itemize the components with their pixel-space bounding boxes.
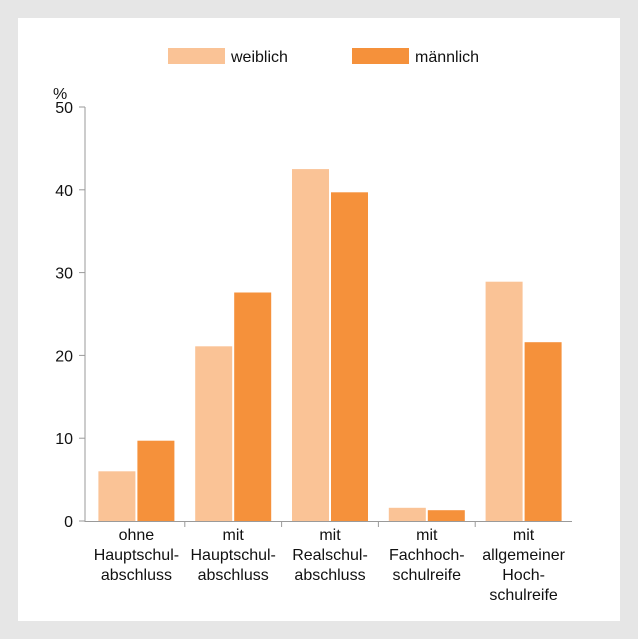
- y-tick-label: 10: [55, 431, 73, 448]
- y-axis-unit-label: %: [53, 86, 67, 103]
- bar-maennlich: [234, 292, 272, 521]
- x-category-label: mit: [319, 527, 341, 544]
- x-category-label: Realschul-: [292, 547, 368, 564]
- x-category-label: schulreife: [489, 587, 558, 604]
- bar-weiblich: [485, 281, 523, 521]
- y-tick-label: 0: [64, 514, 73, 531]
- bar-weiblich: [98, 471, 136, 521]
- x-category-label: Hauptschul-: [94, 547, 179, 564]
- bar-weiblich: [195, 346, 233, 521]
- legend-label-weiblich: weiblich: [230, 49, 288, 66]
- legend-swatch-maennlich: [352, 48, 409, 64]
- y-tick-label: 40: [55, 183, 73, 200]
- x-category-label: Hoch-: [502, 567, 545, 584]
- y-tick-label: 20: [55, 348, 73, 365]
- bar-maennlich: [331, 192, 368, 522]
- y-tick-label: 50: [55, 100, 73, 117]
- x-category-label: abschluss: [294, 567, 365, 584]
- bar-weiblich: [388, 507, 426, 521]
- x-category-label: mit: [416, 527, 438, 544]
- x-category-label: abschluss: [101, 567, 172, 584]
- y-tick-label: 30: [55, 266, 73, 283]
- x-category-label: mit: [513, 527, 535, 544]
- x-category-label: Hauptschul-: [191, 547, 276, 564]
- bar-maennlich: [524, 342, 562, 521]
- x-category-label: allgemeiner: [482, 547, 565, 564]
- bar-maennlich: [427, 510, 465, 521]
- x-category-label: schulreife: [393, 567, 462, 584]
- x-category-label: abschluss: [198, 567, 269, 584]
- x-category-label: Fachhoch-: [389, 547, 465, 564]
- x-category-label: ohne: [119, 527, 155, 544]
- legend-swatch-weiblich: [168, 48, 225, 64]
- bar-weiblich: [292, 169, 329, 521]
- legend-label-maennlich: männlich: [415, 49, 479, 66]
- x-category-label: mit: [223, 527, 245, 544]
- bar-maennlich: [137, 440, 175, 521]
